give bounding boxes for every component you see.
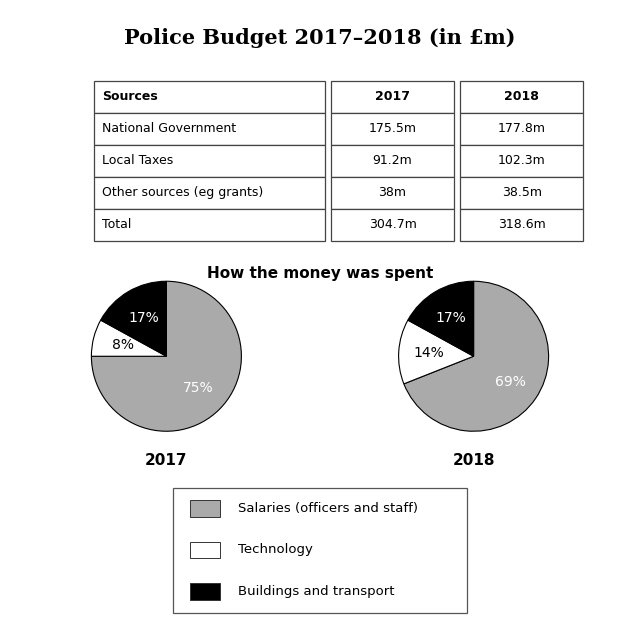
Wedge shape [408,281,474,356]
Text: Local Taxes: Local Taxes [102,154,173,168]
Text: 75%: 75% [183,381,214,395]
Text: 2018: 2018 [504,91,539,103]
Bar [191,583,220,600]
Bar [191,542,220,558]
Bar [460,177,584,209]
Text: 304.7m: 304.7m [369,218,417,231]
Bar [94,113,325,145]
Bar [94,145,325,177]
Text: Salaries (officers and staff): Salaries (officers and staff) [237,502,417,515]
Bar [331,113,454,145]
Text: Buildings and transport: Buildings and transport [237,585,394,598]
Bar [460,81,584,113]
Text: 14%: 14% [413,346,444,361]
Text: Total: Total [102,218,132,231]
Text: 91.2m: 91.2m [372,154,412,168]
Text: 38.5m: 38.5m [502,186,541,199]
Wedge shape [100,281,166,356]
Text: 69%: 69% [495,374,526,389]
Text: Other sources (eg grants): Other sources (eg grants) [102,186,264,199]
Bar [460,145,584,177]
Text: 318.6m: 318.6m [498,218,545,231]
Text: 17%: 17% [128,311,159,324]
Wedge shape [92,281,241,431]
Wedge shape [92,320,166,356]
Text: Technology: Technology [237,544,312,556]
Text: How the money was spent: How the money was spent [207,266,433,281]
Bar [460,113,584,145]
Bar [94,209,325,241]
Bar [331,145,454,177]
Bar [460,209,584,241]
Text: 2017: 2017 [375,91,410,103]
Text: Sources: Sources [102,91,158,103]
Text: 102.3m: 102.3m [498,154,545,168]
Bar [331,209,454,241]
Bar [94,81,325,113]
Text: 177.8m: 177.8m [497,122,545,136]
Text: 17%: 17% [435,311,466,324]
Text: 8%: 8% [112,338,134,352]
Wedge shape [404,281,548,431]
Text: 175.5m: 175.5m [369,122,417,136]
Text: Police Budget 2017–2018 (in £m): Police Budget 2017–2018 (in £m) [124,28,516,48]
Text: 2018: 2018 [452,453,495,468]
Text: 38m: 38m [379,186,406,199]
Bar [331,177,454,209]
Bar [331,81,454,113]
Bar [191,500,220,517]
Text: National Government: National Government [102,122,236,136]
Text: 2017: 2017 [145,453,188,468]
Wedge shape [399,320,474,384]
Bar [94,177,325,209]
